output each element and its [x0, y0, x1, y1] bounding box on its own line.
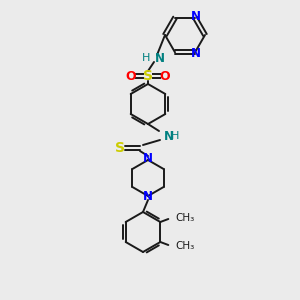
Text: N: N	[143, 152, 153, 166]
Text: CH₃: CH₃	[175, 213, 195, 223]
Text: N: N	[155, 52, 165, 64]
Text: S: S	[143, 69, 153, 83]
Text: H: H	[171, 131, 179, 141]
Text: H: H	[142, 53, 150, 63]
Text: N: N	[191, 10, 201, 23]
Text: O: O	[160, 70, 170, 83]
Text: S: S	[115, 141, 125, 155]
Text: CH₃: CH₃	[175, 241, 195, 251]
Text: N: N	[164, 130, 174, 142]
Text: O: O	[126, 70, 136, 83]
Text: N: N	[143, 190, 153, 203]
Text: N: N	[191, 47, 201, 60]
